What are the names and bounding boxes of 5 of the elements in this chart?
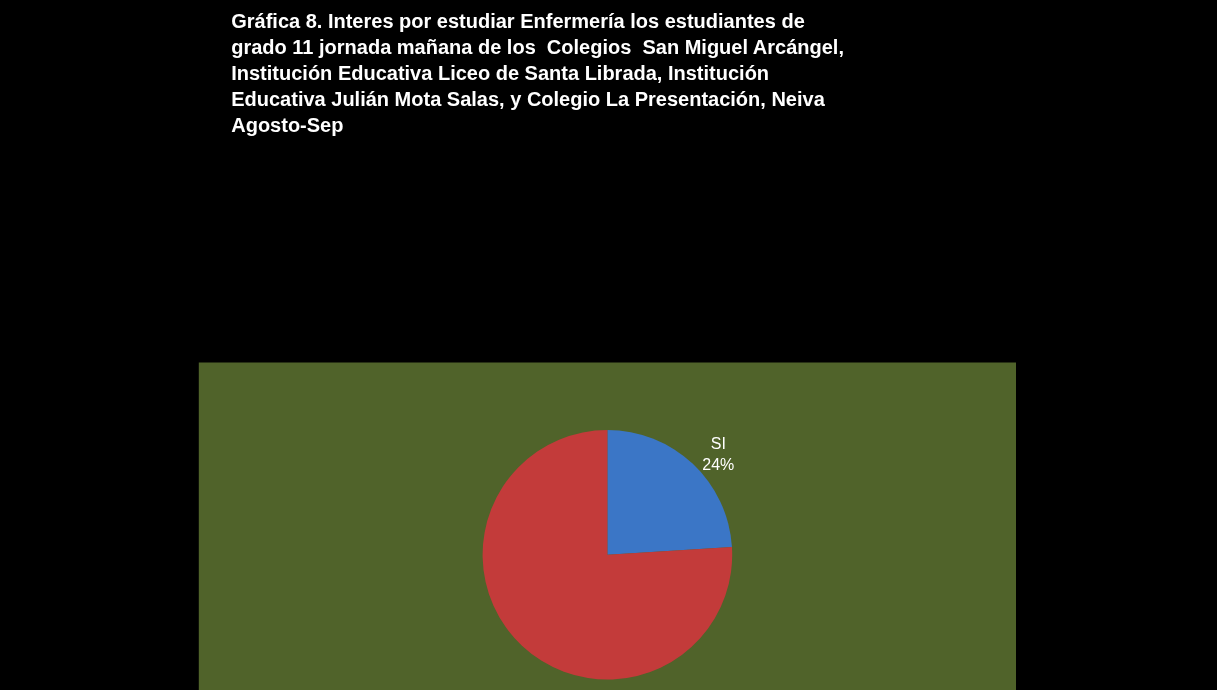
- slice-label: SI: [710, 434, 726, 452]
- chart-title: Gráfica 8. Interes por estudiar Enfermería los estudiantes de grado 11 jornada mañana de los Colegios San Miguel Arcángel, Institución Educativa Liceo de Santa Librada, Institución Educativa Julián Mota Salas, y Colegio La Presentación, Neiva Agosto-Sep: [231, 9, 844, 136]
- pie-slice: [607, 430, 732, 555]
- data-label: 24%: [702, 455, 735, 473]
- pie-slice: [482, 430, 732, 680]
